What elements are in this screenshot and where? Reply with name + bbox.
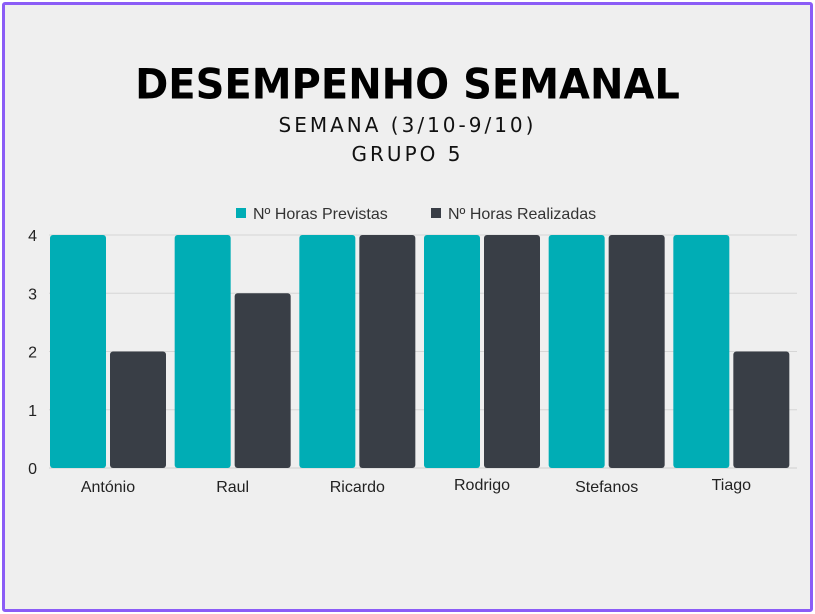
bar-previstas-3 — [424, 235, 480, 468]
bar-realizadas-5 — [733, 351, 790, 468]
bar-previstas-5 — [673, 235, 730, 468]
y-tick-label-1: 1 — [28, 403, 37, 420]
y-tick-label-3: 3 — [28, 286, 37, 303]
x-tick-label-4: Stefanos — [575, 479, 638, 496]
bar-realizadas-0 — [110, 351, 166, 468]
bar-realizadas-3 — [484, 235, 540, 468]
bar-previstas-2 — [299, 235, 356, 468]
chart-subtitle-week: SEMANA (3/10-9/10) — [278, 113, 537, 137]
x-tick-label-3: Rodrigo — [454, 477, 510, 494]
chart-title: DESEMPENHO SEMANAL — [135, 60, 680, 110]
x-tick-label-2: Ricardo — [330, 479, 385, 496]
x-tick-label-0: António — [81, 479, 135, 496]
y-tick-label-2: 2 — [28, 345, 37, 362]
bar-previstas-1 — [174, 235, 231, 468]
bar-previstas-4 — [548, 235, 605, 468]
bar-realizadas-2 — [359, 235, 416, 468]
chart-subtitle-group: GRUPO 5 — [351, 142, 464, 166]
x-tick-label-1: Raul — [216, 479, 249, 496]
legend-swatch-0 — [236, 208, 246, 218]
y-tick-label-0: 0 — [28, 461, 37, 478]
bar-realizadas-1 — [234, 293, 291, 468]
legend-swatch-1 — [431, 208, 441, 218]
x-tick-label-5: Tiago — [712, 477, 752, 494]
legend-label-1: Nº Horas Realizadas — [448, 206, 596, 223]
legend-label-0: Nº Horas Previstas — [253, 206, 388, 223]
y-tick-label-4: 4 — [28, 228, 37, 245]
bar-realizadas-4 — [608, 235, 665, 468]
bar-previstas-0 — [50, 235, 106, 468]
